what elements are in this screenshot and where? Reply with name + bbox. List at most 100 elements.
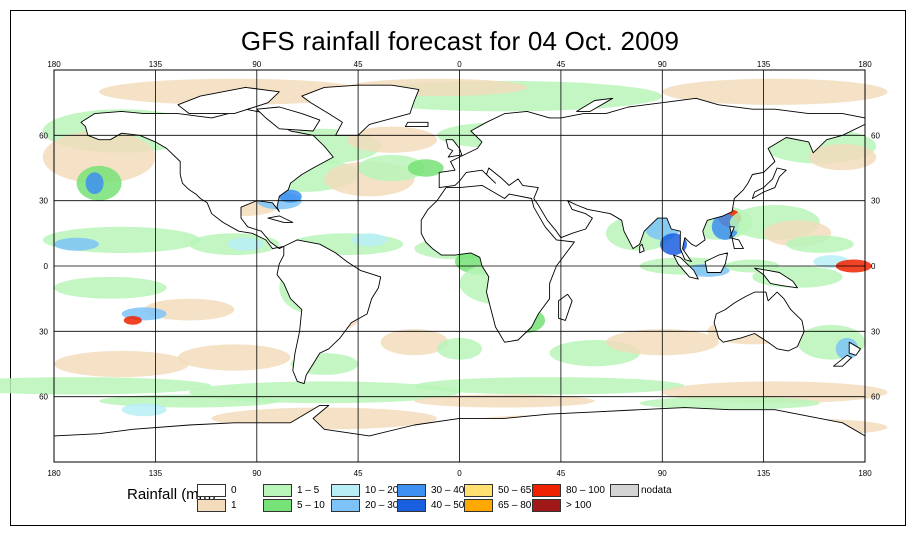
- legend-swatch: [532, 484, 561, 497]
- rain-cell: [144, 298, 235, 321]
- land-arctic-islands: [177, 86, 280, 115]
- legend-swatch: [464, 499, 493, 512]
- legend-label: 50 – 65: [498, 485, 532, 496]
- rain-cell: [786, 235, 854, 253]
- rain-cell: [808, 144, 877, 171]
- legend-label: 1 – 5: [297, 485, 320, 496]
- lat-tick-label: 60: [871, 393, 880, 402]
- lon-tick-label: 90: [658, 60, 667, 69]
- lon-tick-label: 45: [556, 469, 565, 478]
- lat-tick-label: 30: [871, 327, 880, 336]
- land-uk: [445, 139, 463, 158]
- land-novaya-zemlya: [576, 97, 614, 112]
- lon-tick-label: 90: [252, 469, 261, 478]
- legend-swatch: [397, 484, 426, 497]
- rain-cell: [639, 396, 820, 410]
- rain-cell: [42, 131, 156, 184]
- tick-labels: 180 180 135 135 90 90 45 45 0 0 45 45 90 90 135 135 180 1…: [39, 60, 880, 478]
- lat-tick-label: 60: [39, 393, 48, 402]
- rain-cell: [177, 344, 291, 371]
- rain-cell: [123, 316, 142, 325]
- legend-swatch: [397, 499, 426, 512]
- legend-title: Rainfall (mm): [127, 486, 217, 503]
- lon-tick-label: 45: [354, 469, 363, 478]
- land-new-zealand-north: [848, 341, 861, 356]
- lon-tick-label: 135: [757, 60, 771, 69]
- land-philippines: [729, 226, 744, 250]
- rain-cell: [407, 159, 444, 177]
- rain-cell: [121, 403, 167, 417]
- lon-tick-label: 135: [149, 469, 163, 478]
- legend-label: 1: [231, 500, 237, 511]
- legend-swatch: [263, 499, 292, 512]
- lon-tick-label: 180: [858, 469, 872, 478]
- legend-label: > 100: [566, 500, 592, 511]
- map-border: [53, 69, 866, 463]
- legend-label: 30 – 40: [431, 485, 465, 496]
- rain-cell: [346, 126, 437, 153]
- lon-tick-label: 135: [149, 60, 163, 69]
- rain-cell: [279, 189, 302, 203]
- lon-tick-label: 45: [354, 60, 363, 69]
- lon-tick-label: 0: [457, 469, 462, 478]
- lon-tick-label: 180: [858, 60, 872, 69]
- land-borneo: [704, 252, 729, 273]
- lon-tick-label: 135: [757, 469, 771, 478]
- rain-cell: [414, 377, 685, 395]
- rain-cell: [0, 377, 212, 395]
- rain-cell: [54, 276, 167, 299]
- rain-cell: [358, 154, 426, 182]
- land-sri-lanka: [639, 243, 645, 254]
- legend-swatch: [197, 499, 226, 512]
- land-greenland: [301, 84, 420, 136]
- figure-frame: [10, 10, 906, 526]
- land-japan: [751, 167, 787, 199]
- land-australia: [713, 291, 805, 352]
- land-iceland: [404, 121, 429, 128]
- lat-tick-label: 60: [871, 131, 880, 140]
- land-sumatra: [673, 254, 699, 280]
- rain-cell: [54, 350, 190, 378]
- legend-swatch: [532, 499, 561, 512]
- legend-label: 65 – 80: [498, 500, 532, 511]
- rain-cell: [54, 237, 99, 251]
- legend-swatch: [331, 484, 360, 497]
- lat-tick-label: 60: [39, 131, 48, 140]
- lat-tick-label: 0: [871, 262, 876, 271]
- rain-cell: [662, 78, 888, 105]
- legend-swatch: [263, 484, 292, 497]
- lat-tick-label: 30: [39, 327, 48, 336]
- land-cuba: [267, 215, 294, 223]
- legend-swatch: [197, 484, 226, 497]
- land-new-guinea: [754, 267, 798, 289]
- legend-label: 5 – 10: [297, 500, 325, 511]
- lon-tick-label: 180: [47, 469, 61, 478]
- lon-tick-label: 90: [252, 60, 261, 69]
- lat-tick-label: 0: [44, 262, 49, 271]
- lon-tick-label: 180: [47, 60, 61, 69]
- rain-cell: [380, 329, 449, 356]
- legend-swatch: [331, 499, 360, 512]
- lat-tick-label: 30: [871, 197, 880, 206]
- land-madagascar: [558, 293, 573, 321]
- lon-tick-label: 90: [658, 469, 667, 478]
- legend-label: 10 – 20: [365, 485, 399, 496]
- legend-label: 40 – 50: [431, 500, 465, 511]
- land-new-zealand-south: [833, 354, 852, 367]
- land-baffin: [256, 106, 321, 132]
- rain-cell: [227, 237, 264, 251]
- legend-label: 80 – 100: [566, 485, 605, 496]
- rain-cell: [85, 172, 104, 195]
- legend-label: nodata: [641, 485, 672, 496]
- legend-label: 20 – 30: [365, 500, 399, 511]
- map-title: GFS rainfall forecast for 04 Oct. 2009: [240, 26, 680, 56]
- lat-tick-label: 30: [39, 197, 48, 206]
- land-eurasia: [438, 97, 866, 263]
- legend-swatch: [610, 484, 639, 497]
- legend-swatch: [464, 484, 493, 497]
- rain-cell: [351, 233, 388, 247]
- lon-tick-label: 0: [457, 60, 462, 69]
- legend-label: 0: [231, 485, 237, 496]
- lon-tick-label: 45: [556, 60, 565, 69]
